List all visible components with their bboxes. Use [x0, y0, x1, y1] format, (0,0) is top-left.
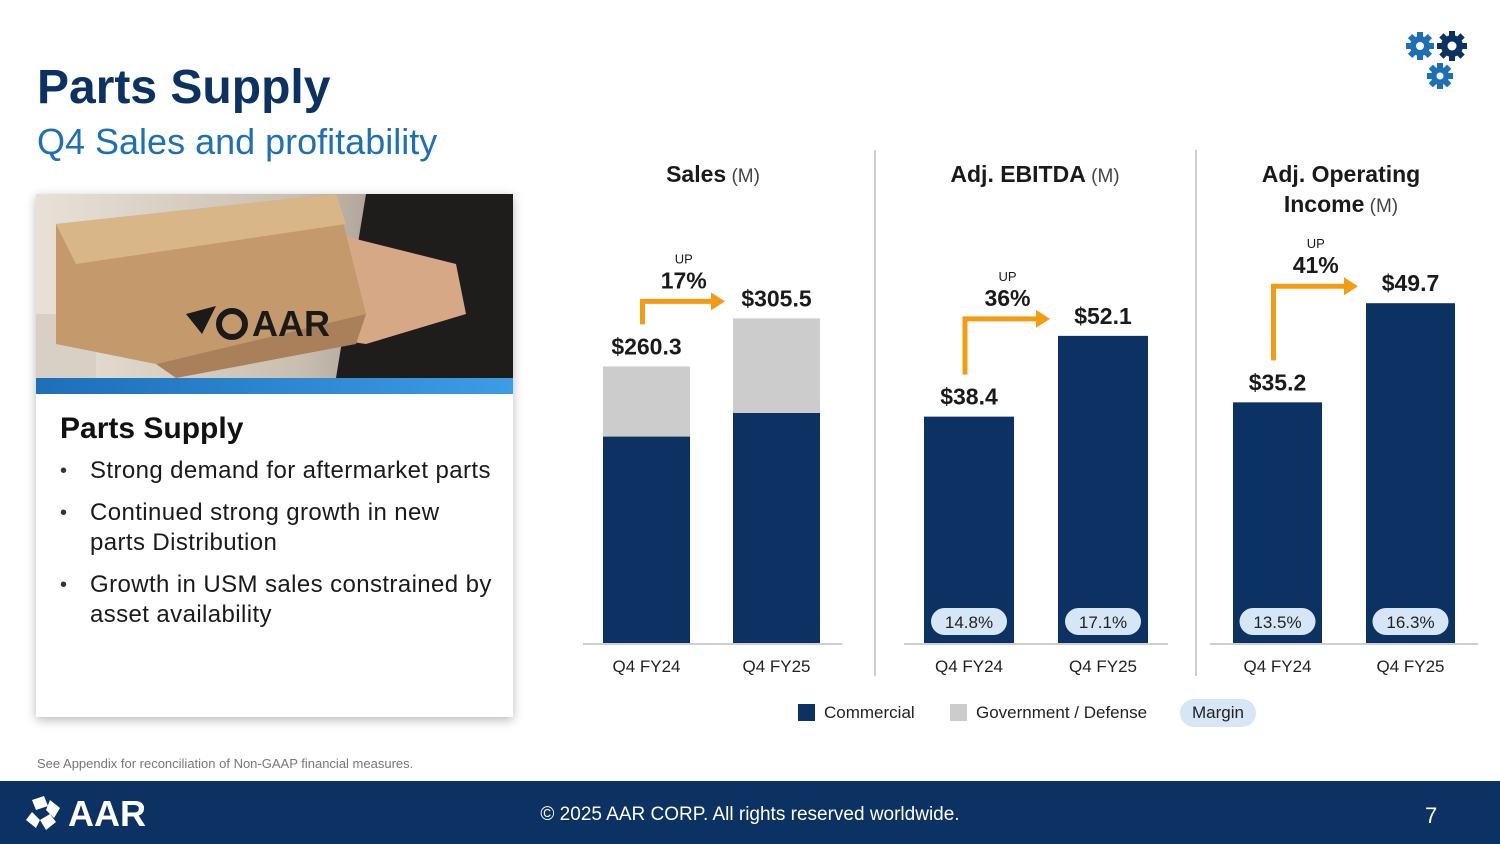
- chart-1-bar-government: [733, 318, 820, 413]
- chart-1-bar-government: [603, 366, 690, 437]
- chart-3-bar-commercial: [1366, 303, 1455, 643]
- chart-1-growth-arrow: [640, 298, 713, 325]
- chart-3-change-label: UP: [1307, 236, 1325, 251]
- aar-box-logo: AAR: [216, 303, 330, 344]
- chart-3-growth-arrowhead: [1344, 277, 1358, 296]
- chart-2-bar-commercial: [924, 416, 1014, 643]
- bullet-list: Strong demand for aftermarket parts Cont…: [60, 456, 500, 642]
- chart-2-title: Adj. EBITDA (M): [950, 161, 1119, 187]
- chart-2-margin-label: 14.8%: [945, 613, 993, 632]
- legend-government: Government / Defense: [950, 699, 1147, 727]
- chart-1-growth-arrowhead: [711, 292, 725, 311]
- chart-1-bar-commercial: [603, 436, 690, 643]
- chart-2-value-label: $52.1: [1074, 303, 1132, 329]
- page-title: Parts Supply: [37, 61, 331, 114]
- chart-3-margin-label: 16.3%: [1386, 613, 1434, 632]
- parts-supply-card: AAR Parts Supply Strong demand for after…: [36, 194, 513, 717]
- chart-3-margin-pill: [1372, 608, 1449, 635]
- legend-swatch-commercial: [798, 704, 815, 721]
- chart-3-title: Income (M): [1284, 191, 1398, 217]
- chart-3-value-label: $35.2: [1249, 369, 1307, 395]
- chart-3-margin-label: 13.5%: [1253, 613, 1301, 632]
- copyright: © 2025 AAR CORP. All rights reserved wor…: [540, 804, 960, 825]
- chart-1-value-label: $305.5: [741, 285, 812, 311]
- chart-2-margin-pill: [931, 608, 1007, 635]
- chart-3-value-label: $49.7: [1382, 270, 1440, 296]
- legend-swatch-government: [950, 704, 967, 721]
- chart-3-growth-arrow: [1271, 283, 1346, 361]
- chart-1-change-value: 17%: [661, 267, 707, 293]
- photo-stripe: [36, 378, 513, 394]
- warehouse-photo: AAR: [36, 194, 513, 378]
- legend-margin-pill: Margin: [1180, 699, 1256, 727]
- footnote: See Appendix for reconciliation of Non-G…: [37, 756, 414, 771]
- bullet-item: Strong demand for aftermarket parts: [60, 456, 500, 486]
- chart-3-tick-label: Q4 FY24: [1243, 657, 1311, 676]
- chart-2-value-label: $38.4: [940, 384, 998, 410]
- svg-text:AAR: AAR: [252, 303, 330, 344]
- chart-2-margin-pill: [1065, 608, 1141, 635]
- footer-bar: AAR © 2025 AAR CORP. All rights reserved…: [0, 781, 1500, 844]
- chart-3-tick-label: Q4 FY25: [1376, 657, 1444, 676]
- legend-commercial: Commercial: [798, 699, 915, 727]
- chart-3-change-value: 41%: [1293, 252, 1339, 278]
- page-subtitle: Q4 Sales and profitability: [37, 121, 438, 162]
- legend-label-government: Government / Defense: [976, 703, 1148, 722]
- chart-1-change-label: UP: [675, 251, 693, 266]
- chart-1-tick-label: Q4 FY25: [742, 657, 810, 676]
- chart-2-change-value: 36%: [984, 285, 1030, 311]
- legend-margin: Margin: [1180, 699, 1256, 727]
- aar-logo: AAR: [26, 793, 146, 834]
- chart-2-change-label: UP: [998, 269, 1016, 284]
- svg-text:AAR: AAR: [68, 793, 146, 834]
- chart-2-growth-arrow: [962, 316, 1038, 375]
- chart-2-margin-label: 17.1%: [1079, 613, 1127, 632]
- bullet-item: Growth in USM sales constrained by asset…: [60, 570, 500, 630]
- charts-area: Sales (M)$260.3Q4 FY24$305.5Q4 FY25UP17%…: [583, 150, 1478, 676]
- chart-1-tick-label: Q4 FY24: [612, 657, 680, 676]
- chart-2-tick-label: Q4 FY25: [1069, 657, 1137, 676]
- chart-3-margin-pill: [1239, 608, 1316, 635]
- chart-1-title: Sales (M): [666, 161, 760, 187]
- gears-icon: [1406, 31, 1467, 89]
- page-number: 7: [1425, 803, 1438, 828]
- chart-2-tick-label: Q4 FY24: [935, 657, 1003, 676]
- card-title: Parts Supply: [60, 412, 244, 445]
- chart-3-bar-commercial: [1233, 402, 1322, 643]
- chart-1-value-label: $260.3: [611, 333, 681, 359]
- chart-1-bar-commercial: [733, 412, 820, 643]
- chart-2-growth-arrowhead: [1036, 309, 1050, 328]
- legend-label-commercial: Commercial: [824, 703, 915, 722]
- chart-3-title: Adj. Operating: [1262, 161, 1420, 187]
- bullet-item: Continued strong growth in new parts Dis…: [60, 498, 500, 558]
- chart-2-bar-commercial: [1058, 335, 1148, 643]
